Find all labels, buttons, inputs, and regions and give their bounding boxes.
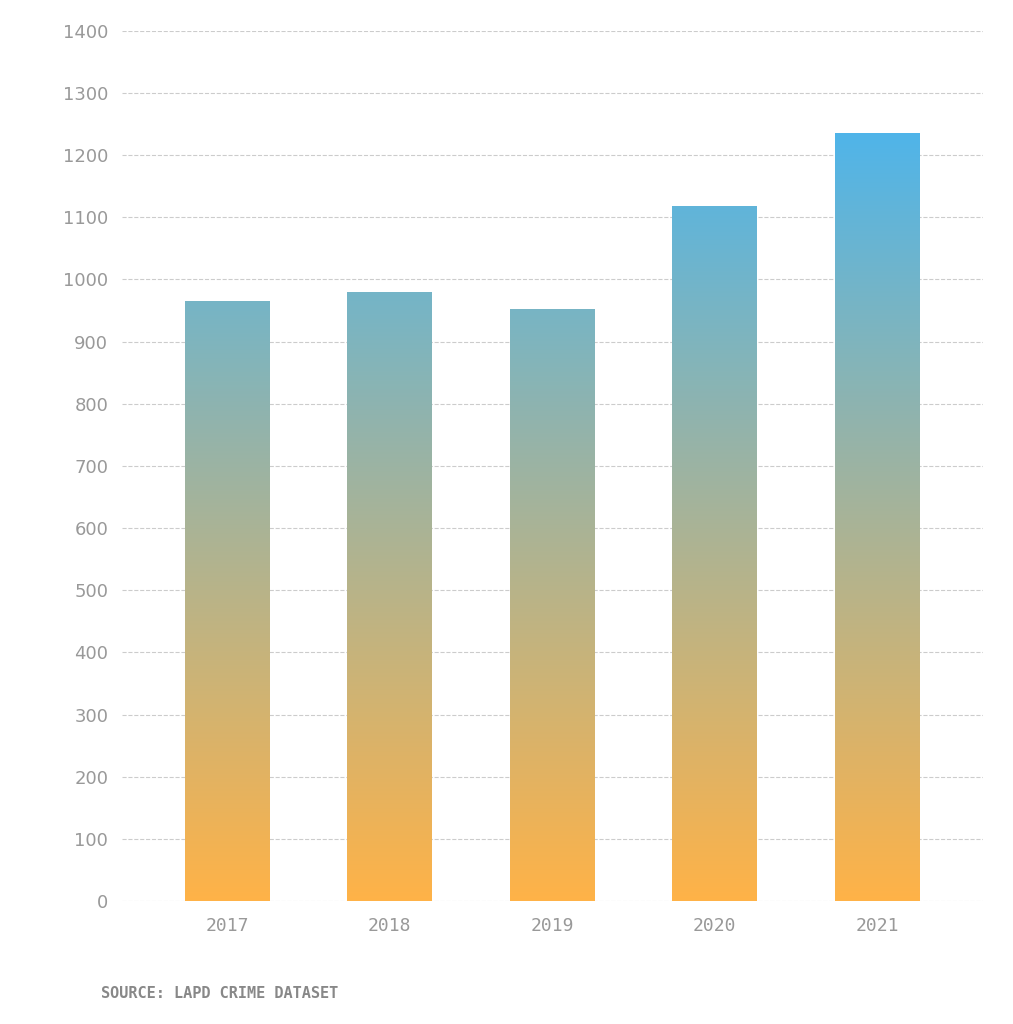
Text: SOURCE: LAPD CRIME DATASET: SOURCE: LAPD CRIME DATASET (101, 986, 338, 1001)
